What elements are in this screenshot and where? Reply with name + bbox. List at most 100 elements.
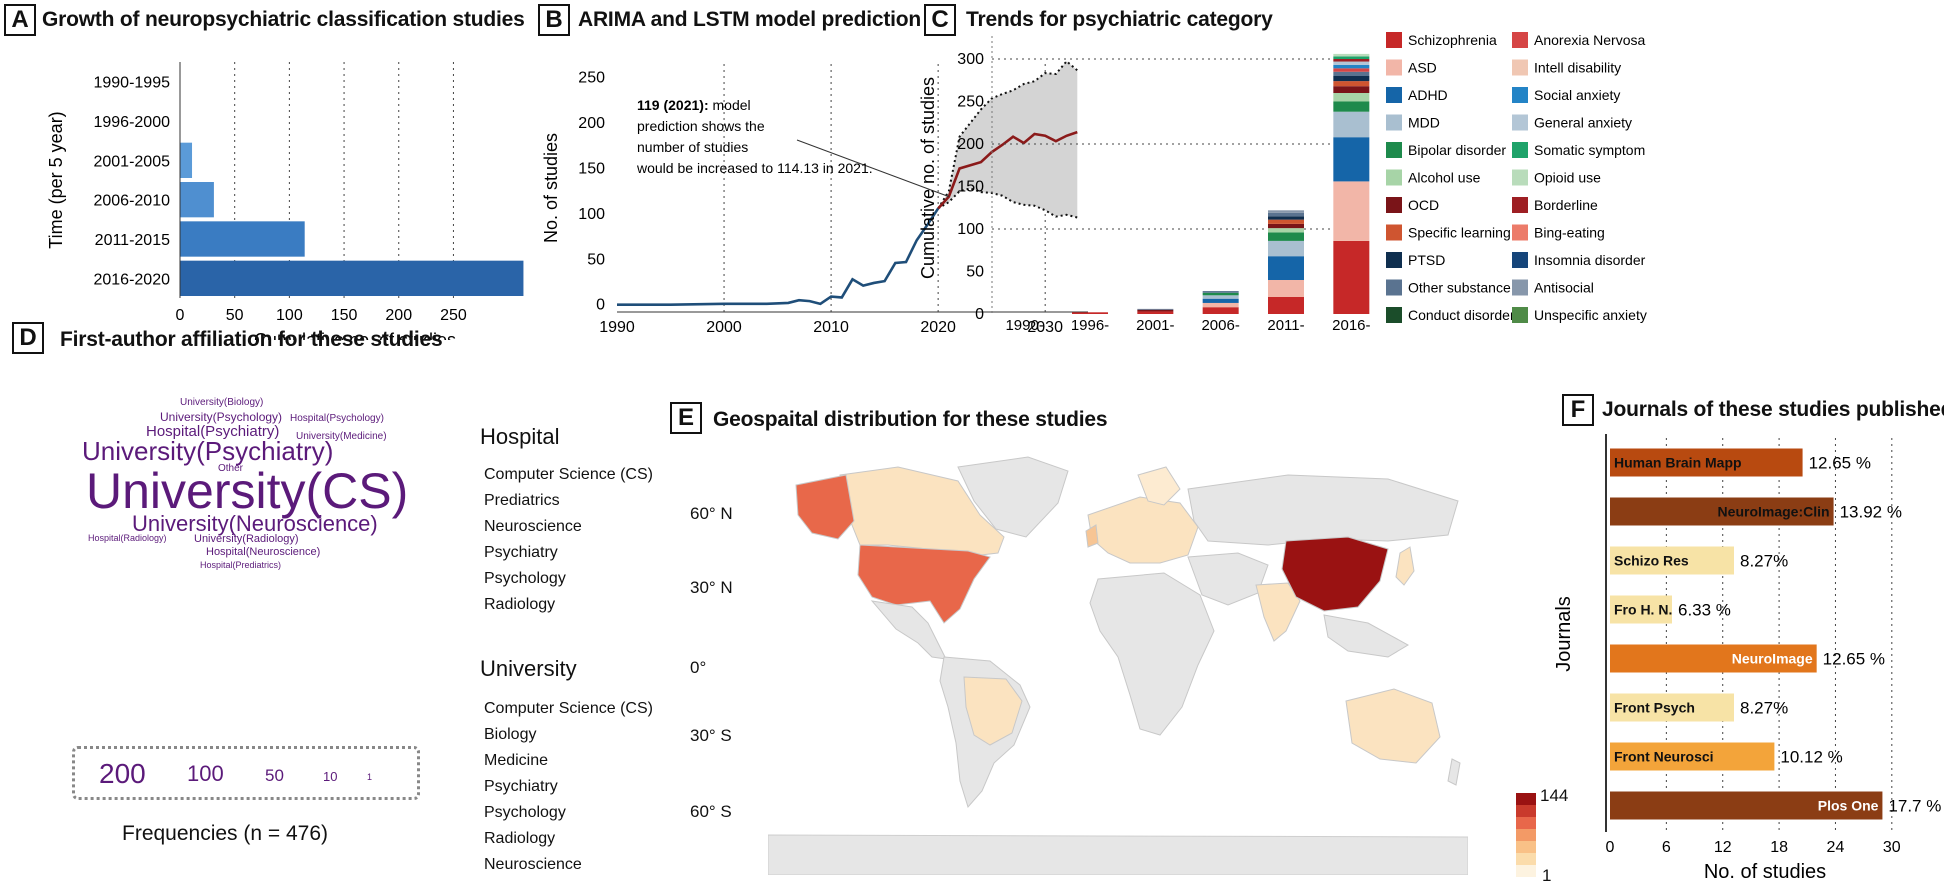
scale-swatch [1516, 829, 1536, 841]
x-tick-label: 250 [440, 307, 467, 324]
legend-swatch [1512, 307, 1528, 323]
stack-segment [1333, 53, 1370, 57]
hospital-item: Prediatrics [484, 492, 560, 509]
pct-label: 6.33 % [1678, 601, 1731, 620]
legend-label: Insomnia disorder [1534, 252, 1646, 268]
legend-swatch [1386, 279, 1402, 296]
x-tick-label: 150 [331, 307, 358, 324]
legend-swatch [1386, 252, 1402, 268]
y-tick-label: 100 [957, 221, 984, 238]
stack-segment [1268, 216, 1304, 220]
y-tick-label: 2006-2010 [93, 193, 170, 210]
legend-swatch [1512, 279, 1528, 296]
x-tick-label: 18 [1770, 839, 1788, 856]
stack-segment [1333, 64, 1370, 69]
y-tick-label: 2016-2020 [93, 271, 170, 288]
prediction-line [937, 130, 1078, 210]
y-tick-label: 0 [596, 297, 605, 314]
bar [1610, 497, 1834, 526]
panel-a-title: Growth of neuropsychiatric classificatio… [42, 8, 525, 31]
x-axis-label: No. of studies [1704, 861, 1826, 883]
panel-a-label: A [4, 4, 36, 36]
bar [1610, 595, 1672, 624]
x-tick-label: 2000 [706, 319, 742, 336]
alaska-region [795, 474, 855, 540]
stack-segment [1333, 93, 1370, 102]
legend-swatch [1512, 197, 1528, 213]
legend-swatch [1386, 307, 1402, 323]
x-tick-label: 1990 [599, 319, 635, 336]
pct-label: 12.65 % [1809, 454, 1871, 473]
scale-swatch [1516, 865, 1536, 877]
stack-segment [1333, 181, 1370, 241]
frequency-legend-box: 200 100 50 10 1 [72, 746, 420, 800]
legend-label: Other substance [1408, 280, 1511, 296]
legend-label: Unspecific anxiety [1534, 307, 1647, 323]
bar-label: Schizo Res [1614, 553, 1689, 569]
scandinavia-region [1137, 466, 1181, 506]
cloud-word: University(Psychiatry) [82, 436, 334, 466]
y-tick-label: 2001-2005 [93, 153, 170, 170]
y-tick-label: 50 [966, 264, 984, 281]
bar [1610, 693, 1734, 722]
cloud-word: Hospital(Psychology) [290, 413, 384, 424]
cloud-word: University(Biology) [180, 397, 264, 408]
map-color-scale [1516, 793, 1536, 877]
y-axis-label: No. of studies [541, 133, 561, 243]
stack-segment [1333, 71, 1370, 76]
stack-segment [1268, 240, 1304, 257]
legend-swatch [1512, 224, 1528, 241]
university-item: Biology [484, 726, 537, 743]
stack-segment [1268, 212, 1304, 217]
y-tick-label: 300 [957, 51, 984, 68]
legend-swatch [1512, 87, 1528, 103]
panel-c-title: Trends for psychiatric category [966, 8, 1273, 31]
hospital-item: Psychiatry [484, 544, 558, 561]
usa-region [857, 544, 991, 624]
scale-swatch [1516, 841, 1536, 853]
legend-swatch [1386, 169, 1402, 186]
x-tick-label: 2020 [920, 319, 956, 336]
legend-label: Opioid use [1534, 170, 1601, 186]
legend-swatch [1386, 32, 1402, 48]
legend-swatch [1386, 224, 1402, 241]
university-item: Medicine [484, 752, 549, 769]
stack-segment [1333, 137, 1370, 182]
antarctica-region [768, 834, 1468, 875]
panel-d-title: First-author affiliation for these studi… [60, 328, 443, 351]
legend-label: MDD [1408, 115, 1440, 131]
scale-swatch [1516, 817, 1536, 829]
legend-swatch [1512, 252, 1528, 268]
bar-label: Plos One [1818, 798, 1879, 814]
freq-50: 50 [265, 766, 284, 785]
bar [1610, 742, 1775, 771]
y-tick-label: 100 [578, 206, 605, 223]
freq-200: 200 [99, 758, 146, 789]
x-tick-label: 2001- [1136, 317, 1174, 334]
lat-label: 0° [690, 658, 707, 677]
stack-segment [1137, 308, 1174, 310]
cloud-word: University(Psychology) [160, 410, 283, 424]
legend-label: Antisocial [1534, 280, 1594, 296]
stack-segment [1268, 256, 1304, 280]
university-item: Neuroscience [484, 856, 582, 873]
legend-swatch [1386, 142, 1402, 158]
bar [1610, 791, 1883, 820]
bar-label: Fro H. N. [1614, 602, 1672, 618]
pct-label: 8.27% [1740, 699, 1788, 718]
panel-f-label: F [1562, 394, 1594, 426]
y-tick-label: 200 [578, 115, 605, 132]
cloud-word: Other [218, 463, 244, 474]
legend-label: Bipolar disorder [1408, 142, 1506, 158]
university-item: Radiology [484, 830, 556, 847]
x-tick-label: 50 [226, 307, 244, 324]
cloud-word: University(Radiology) [194, 533, 299, 545]
panel-b-title: ARIMA and LSTM model prediction [578, 8, 922, 31]
cloud-word: Hospital(Neuroscience) [206, 546, 321, 558]
x-tick-label: 2006- [1201, 317, 1239, 334]
legend-label: Bing-eating [1534, 225, 1605, 241]
cloud-word: Hospital(Psychiatry) [146, 423, 280, 440]
chart-a: 0 50 100 150 200 250 1990-1995 1996-2000 2001-20… [46, 62, 524, 340]
bar [180, 182, 214, 218]
legend-label: PTSD [1408, 252, 1445, 268]
